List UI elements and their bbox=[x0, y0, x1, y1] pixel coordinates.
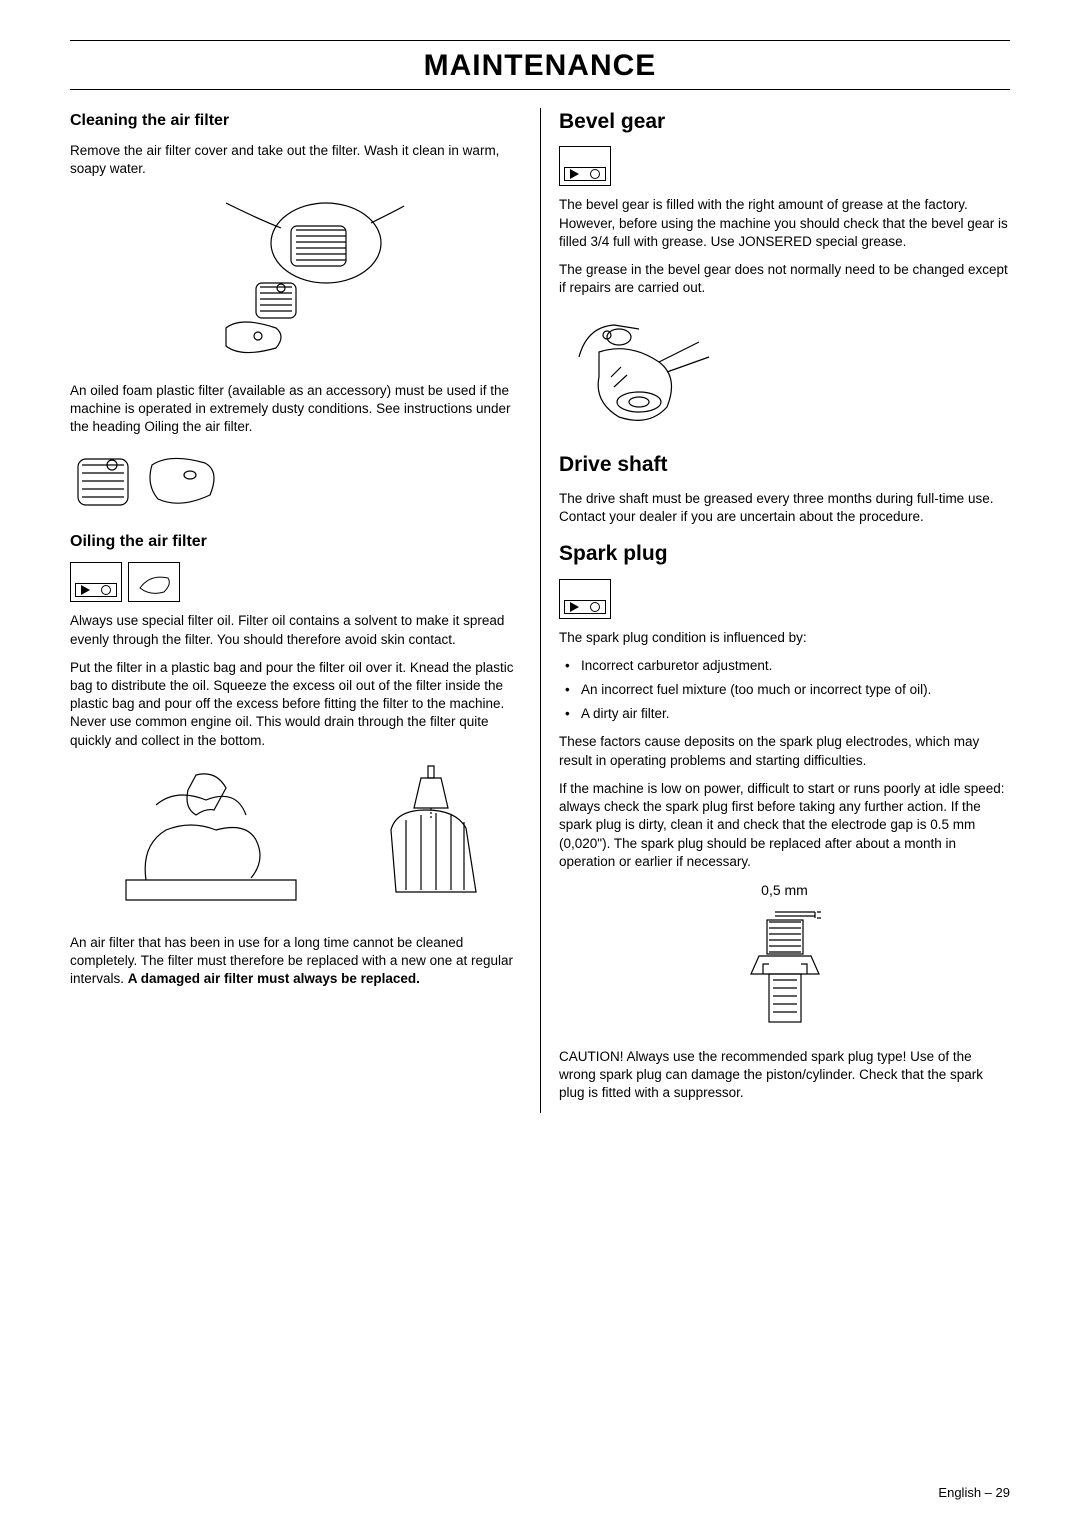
drive-heading: Drive shaft bbox=[559, 451, 1010, 479]
spark-gap-label: 0,5 mm bbox=[559, 881, 1010, 900]
oiling-text-2: Put the filter in a plastic bag and pour… bbox=[70, 659, 522, 750]
spark-plug-illustration bbox=[559, 904, 1010, 1034]
oiling-text-1: Always use special filter oil. Filter oi… bbox=[70, 612, 522, 648]
footer-page-number: 29 bbox=[996, 1485, 1010, 1500]
title-underline bbox=[70, 89, 1010, 90]
bevel-gear-illustration bbox=[559, 307, 1010, 437]
spark-bullet-list: Incorrect carburetor adjustment. An inco… bbox=[559, 657, 1010, 724]
bevel-heading: Bevel gear bbox=[559, 108, 1010, 136]
content-columns: Cleaning the air filter Remove the air f… bbox=[70, 108, 1010, 1113]
manual-reference-icon bbox=[70, 562, 122, 602]
page-title: MAINTENANCE bbox=[70, 49, 1010, 83]
oiling-text-3b: A damaged air filter must always be repl… bbox=[128, 971, 420, 986]
spark-text-1: The spark plug condition is influenced b… bbox=[559, 629, 1010, 647]
spark-text-2: These factors cause deposits on the spar… bbox=[559, 733, 1010, 769]
oiling-procedure-illustration bbox=[70, 760, 522, 920]
bevel-text-1: The bevel gear is filled with the right … bbox=[559, 196, 1010, 251]
spark-heading: Spark plug bbox=[559, 540, 1010, 568]
oiling-icon-row bbox=[70, 562, 522, 602]
spark-text-3: If the machine is low on power, difficul… bbox=[559, 780, 1010, 871]
spark-icon-row bbox=[559, 579, 1010, 619]
oiling-text-3: An air filter that has been in use for a… bbox=[70, 934, 522, 989]
page-footer: English – 29 bbox=[938, 1485, 1010, 1500]
oiling-heading: Oiling the air filter bbox=[70, 531, 522, 553]
cleaning-text-1: Remove the air filter cover and take out… bbox=[70, 142, 522, 178]
manual-reference-icon bbox=[559, 579, 611, 619]
cleaning-heading: Cleaning the air filter bbox=[70, 110, 522, 132]
filter-parts-illustration bbox=[70, 447, 522, 517]
right-column: Bevel gear The bevel gear is filled with… bbox=[540, 108, 1010, 1113]
footer-separator: – bbox=[981, 1485, 995, 1500]
manual-reference-icon bbox=[559, 146, 611, 186]
top-rule bbox=[70, 40, 1010, 41]
air-filter-removal-illustration bbox=[70, 188, 522, 368]
spark-bullet-2: An incorrect fuel mixture (too much or i… bbox=[563, 681, 1010, 699]
cleaning-text-2: An oiled foam plastic filter (available … bbox=[70, 382, 522, 437]
spark-text-4: CAUTION! Always use the recommended spar… bbox=[559, 1048, 1010, 1103]
left-column: Cleaning the air filter Remove the air f… bbox=[70, 108, 540, 1113]
spark-bullet-3: A dirty air filter. bbox=[563, 705, 1010, 723]
footer-language: English bbox=[938, 1485, 981, 1500]
filter-sketch-icon bbox=[128, 562, 180, 602]
spark-bullet-1: Incorrect carburetor adjustment. bbox=[563, 657, 1010, 675]
bevel-icon-row bbox=[559, 146, 1010, 186]
drive-text-1: The drive shaft must be greased every th… bbox=[559, 490, 1010, 526]
bevel-text-2: The grease in the bevel gear does not no… bbox=[559, 261, 1010, 297]
